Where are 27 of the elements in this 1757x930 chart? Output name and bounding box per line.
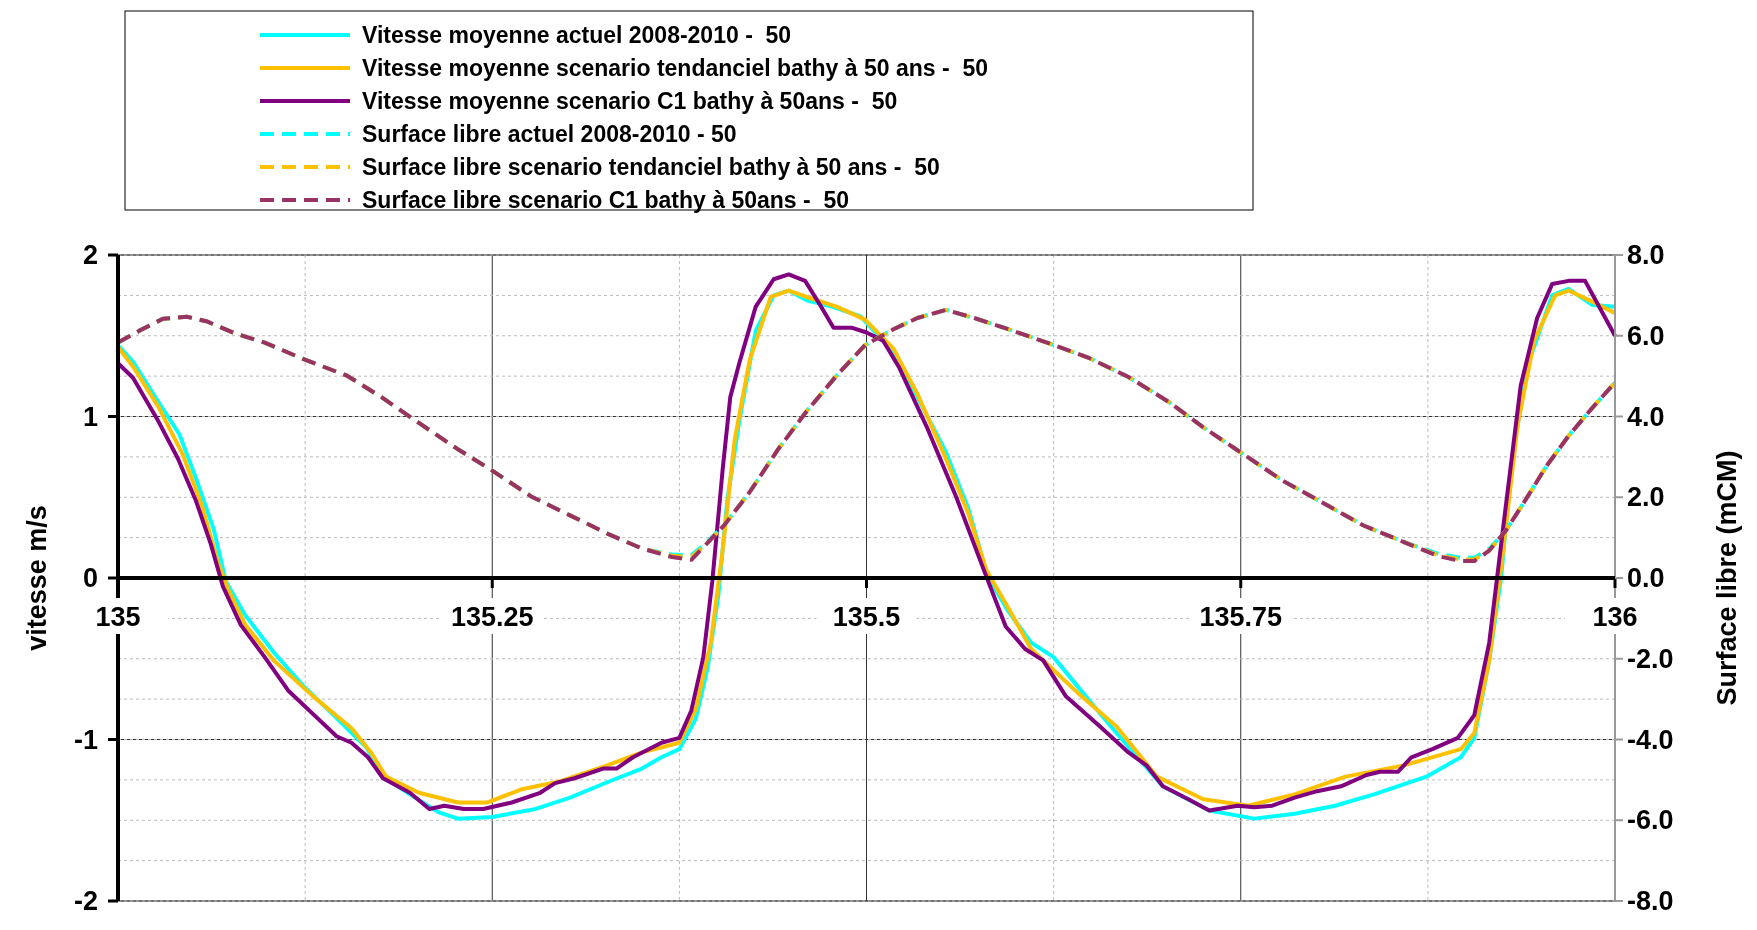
y2-axis-title: Surface libre (mCM) bbox=[1712, 450, 1742, 706]
x-tick-label: 135.5 bbox=[832, 602, 901, 632]
y2-tick-label: 2.0 bbox=[1627, 482, 1665, 513]
y2-tick-label: -8.0 bbox=[1627, 886, 1674, 916]
y2-tick-label: 8.0 bbox=[1627, 240, 1665, 270]
y2-tick-label: 4.0 bbox=[1627, 401, 1665, 432]
y2-tick-label: -6.0 bbox=[1627, 805, 1674, 836]
legend-label: Surface libre scenario C1 bathy à 50ans - 50 bbox=[362, 187, 850, 213]
y2-tick-label: -4.0 bbox=[1627, 724, 1674, 755]
y-axis-title: vitesse m/s bbox=[22, 505, 52, 651]
x-tick-label: 135.75 bbox=[1199, 602, 1283, 632]
legend-label: Vitesse moyenne actuel 2008-2010 - 50 bbox=[362, 22, 792, 48]
legend-label: Surface libre actuel 2008-2010 - 50 bbox=[362, 121, 737, 147]
x-tick-label: 135 bbox=[95, 602, 141, 632]
legend-label: Vitesse moyenne scenario tendanciel bathy à 50 ans - 50 bbox=[362, 55, 988, 81]
legend-label: Surface libre scenario tendanciel bathy à 50 ans - 50 bbox=[362, 154, 940, 180]
y2-tick-label: 0.0 bbox=[1627, 563, 1665, 593]
y-tick-label: -2 bbox=[73, 886, 98, 916]
x-tick-label: 136 bbox=[1592, 602, 1638, 632]
y-tick-label: 0 bbox=[82, 563, 98, 593]
y-tick-label: 2 bbox=[82, 240, 98, 270]
x-tick-label: 135.25 bbox=[450, 602, 534, 632]
legend-label: Vitesse moyenne scenario C1 bathy à 50ans - 50 bbox=[362, 88, 898, 114]
y2-tick-label: 6.0 bbox=[1627, 320, 1665, 351]
y2-tick-label: -2.0 bbox=[1627, 643, 1674, 674]
y-tick-label: -1 bbox=[73, 724, 98, 755]
y-tick-label: 1 bbox=[82, 401, 98, 432]
